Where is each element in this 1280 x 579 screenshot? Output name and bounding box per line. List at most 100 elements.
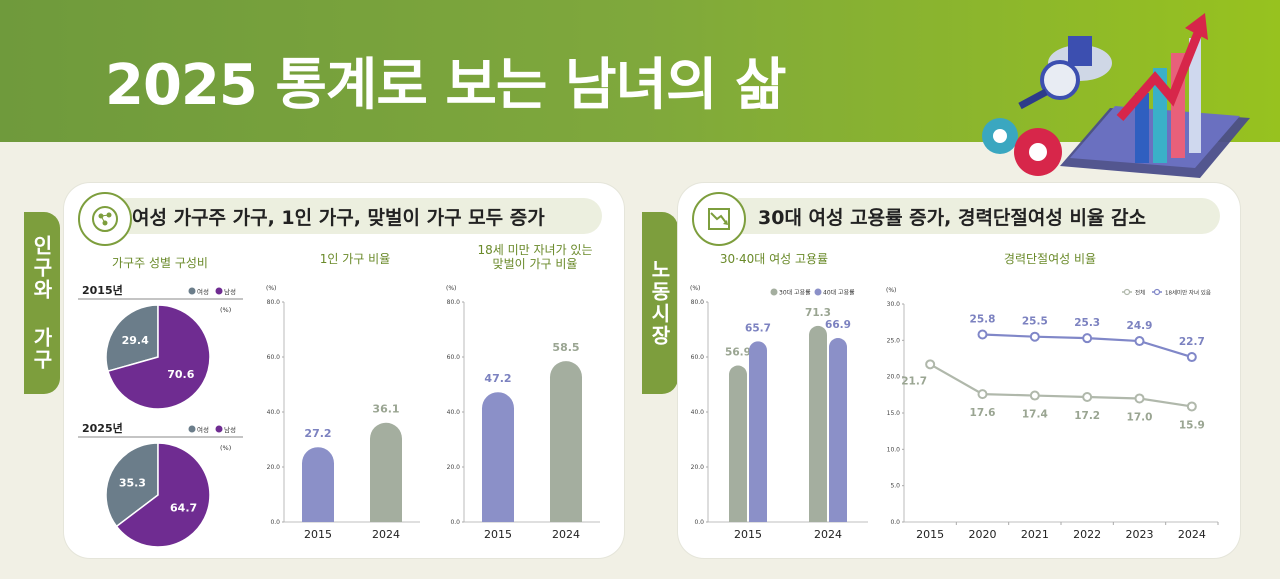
data-label: 17.4 bbox=[1022, 409, 1048, 421]
bar-chart-title: 18세 미만 자녀가 있는 bbox=[477, 243, 592, 257]
labor-card bbox=[678, 183, 1240, 558]
legend-male-label: 남성 bbox=[224, 425, 236, 434]
x-tick-label: 2024 bbox=[814, 528, 842, 541]
network-head-icon bbox=[78, 192, 132, 246]
x-tick-label: 2021 bbox=[1021, 528, 1049, 541]
data-point bbox=[1186, 401, 1197, 412]
data-label: 24.9 bbox=[1127, 320, 1153, 332]
bar-value-label: 27.2 bbox=[304, 427, 331, 440]
y-tick-label: 80.0 bbox=[691, 299, 705, 306]
page-title: 2025 통계로 보는 남녀의 삶 bbox=[105, 53, 787, 118]
y-tick-label: 40.0 bbox=[447, 409, 461, 416]
y-tick-label: 20.0 bbox=[447, 464, 461, 471]
career-break-line-chart: 경력단절여성 비율 (%) 0.0 5.0 10.0 15.0 20.0 25.0 30.0 전체… bbox=[886, 252, 1219, 541]
legend-marker bbox=[770, 288, 778, 296]
legend-marker bbox=[1153, 288, 1161, 296]
axis-unit-label: (%) bbox=[886, 287, 896, 294]
x-tick-label: 2023 bbox=[1126, 528, 1154, 541]
bar-2015 bbox=[482, 392, 514, 522]
pie-chart-title: 가구주 성별 구성비 bbox=[112, 256, 208, 270]
x-tick-label: 2024 bbox=[372, 528, 400, 541]
x-tick-label: 2015 bbox=[916, 528, 944, 541]
bar-value-label: 66.9 bbox=[825, 319, 851, 331]
y-tick-label: 40.0 bbox=[267, 409, 281, 416]
pie-year-label: 2015년 bbox=[82, 283, 123, 297]
y-tick-label: 60.0 bbox=[267, 354, 281, 361]
pie-value-male: 64.7 bbox=[170, 502, 197, 515]
data-label: 25.3 bbox=[1074, 317, 1100, 329]
legend-male-label: 남성 bbox=[224, 287, 236, 296]
data-label: 22.7 bbox=[1179, 336, 1205, 348]
pie-year-label: 2025년 bbox=[82, 421, 123, 435]
pie-slice-female bbox=[105, 304, 159, 373]
bar-2015-40대 고용률 bbox=[749, 341, 767, 522]
axis-unit-label: (%) bbox=[690, 285, 700, 292]
data-point bbox=[1082, 333, 1093, 344]
y-tick-label: 25.0 bbox=[887, 337, 901, 344]
bar-2024 bbox=[550, 361, 582, 522]
data-point bbox=[1134, 393, 1145, 404]
legend-female-marker bbox=[188, 287, 196, 295]
bar-2015-30대 고용률 bbox=[729, 365, 747, 522]
section-side-label-2: 노동시장 bbox=[642, 212, 678, 394]
y-tick-label: 20.0 bbox=[267, 464, 281, 471]
data-label: 17.2 bbox=[1074, 410, 1100, 422]
legend-female-marker bbox=[188, 425, 196, 433]
y-tick-label: 0.0 bbox=[450, 519, 460, 526]
legend-label: 18세미만 자녀 있음 bbox=[1165, 289, 1211, 297]
data-label: 15.9 bbox=[1179, 419, 1205, 431]
y-tick-label: 80.0 bbox=[447, 299, 461, 306]
data-point bbox=[1029, 331, 1040, 342]
y-tick-label: 80.0 bbox=[267, 299, 281, 306]
x-tick-label: 2020 bbox=[969, 528, 997, 541]
bar-value-label: 47.2 bbox=[484, 372, 511, 385]
x-tick-label: 2024 bbox=[552, 528, 580, 541]
bar-2024 bbox=[370, 422, 402, 522]
legend-label: 40대 고용률 bbox=[823, 289, 855, 297]
section-side-label: 인구와 가구 bbox=[24, 212, 60, 394]
data-label: 25.8 bbox=[970, 314, 996, 326]
y-tick-label: 30.0 bbox=[887, 301, 901, 308]
x-tick-label: 2015 bbox=[734, 528, 762, 541]
legend-marker bbox=[814, 288, 822, 296]
bar-value-label: 36.1 bbox=[372, 403, 399, 416]
data-point bbox=[1082, 392, 1093, 403]
bar-2024-30대 고용률 bbox=[809, 325, 827, 522]
data-point bbox=[1029, 390, 1040, 401]
y-tick-label: 0.0 bbox=[270, 519, 280, 526]
bar-chart-title: 맞벌이 가구 비율 bbox=[493, 257, 578, 271]
pie-value-female: 29.4 bbox=[122, 334, 149, 347]
data-label: 17.6 bbox=[970, 407, 996, 419]
pie-chart-2015: 2015년 여성 남성 (%) 29.4 70.6 bbox=[78, 283, 243, 410]
axis-unit-label: (%) bbox=[266, 285, 276, 292]
data-point bbox=[1186, 352, 1197, 363]
y-tick-label: 0.0 bbox=[890, 519, 900, 526]
pie-unit-label: (%) bbox=[220, 444, 231, 452]
section-header-text: 여성 가구주 가구, 1인 가구, 맞벌이 가구 모두 증가 bbox=[132, 206, 545, 229]
y-tick-label: 15.0 bbox=[887, 410, 901, 417]
y-tick-label: 0.0 bbox=[694, 519, 704, 526]
y-tick-label: 10.0 bbox=[887, 446, 901, 453]
legend-label: 30대 고용률 bbox=[779, 289, 811, 297]
y-tick-label: 20.0 bbox=[887, 374, 901, 381]
data-point bbox=[977, 389, 988, 400]
series-line bbox=[929, 363, 1192, 408]
pie-value-male: 70.6 bbox=[167, 368, 194, 381]
bar-value-label: 65.7 bbox=[745, 322, 771, 334]
x-tick-label: 2015 bbox=[484, 528, 512, 541]
y-tick-label: 60.0 bbox=[447, 354, 461, 361]
section-header-2: 30대 여성 고용률 증가, 경력단절여성 비율 감소 bbox=[718, 198, 1220, 234]
pie-slice-male bbox=[107, 304, 211, 410]
legend-marker bbox=[1123, 288, 1131, 296]
y-tick-label: 40.0 bbox=[691, 409, 705, 416]
single-household-bar-chart: 1인 가구 비율 (%) 0.0 20.0 40.0 60.0 80.0 27.2 2015 36… bbox=[266, 252, 420, 541]
data-label: 21.7 bbox=[901, 375, 927, 387]
legend-female-label: 여성 bbox=[197, 287, 209, 296]
section-header-text-2: 30대 여성 고용률 증가, 경력단절여성 비율 감소 bbox=[758, 206, 1146, 229]
employment-rate-bar-chart: 30·40대 여성 고용률 (%) 0.0 20.0 40.0 60.0 80.0 30대 고… bbox=[690, 252, 868, 541]
stats-illustration bbox=[982, 13, 1250, 178]
pie-value-female: 35.3 bbox=[119, 476, 146, 489]
legend-label: 전체 bbox=[1135, 289, 1145, 297]
pie-unit-label: (%) bbox=[220, 306, 231, 314]
